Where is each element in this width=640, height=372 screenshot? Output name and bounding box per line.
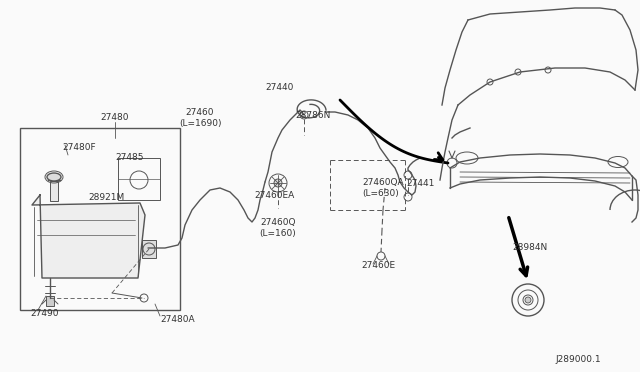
Text: 27440: 27440 (266, 83, 294, 93)
Circle shape (274, 179, 282, 187)
Text: 27480A: 27480A (160, 314, 195, 324)
Text: 28984N: 28984N (513, 244, 548, 253)
Text: 27460Q
(L=160): 27460Q (L=160) (260, 218, 296, 238)
Bar (118, 158, 160, 200)
Circle shape (525, 297, 531, 303)
Bar (142, 240, 156, 258)
Ellipse shape (47, 173, 61, 181)
Text: 27480: 27480 (100, 113, 129, 122)
Bar (50, 181, 58, 201)
Text: 27441: 27441 (406, 179, 435, 187)
Bar (20, 128, 180, 310)
Text: 28786N: 28786N (295, 110, 330, 119)
Bar (46, 296, 54, 306)
Text: 28921M: 28921M (88, 193, 124, 202)
Text: 27485: 27485 (115, 154, 143, 163)
Polygon shape (32, 195, 145, 278)
Text: 27460E: 27460E (361, 260, 395, 269)
Text: 27460
(L=1690): 27460 (L=1690) (179, 108, 221, 128)
Text: 27460EA: 27460EA (254, 190, 294, 199)
Text: 27460QA
(L=630): 27460QA (L=630) (362, 178, 404, 198)
Text: 27480F: 27480F (62, 144, 95, 153)
Text: J289000.1: J289000.1 (556, 356, 601, 365)
Text: 27490: 27490 (30, 308, 58, 317)
